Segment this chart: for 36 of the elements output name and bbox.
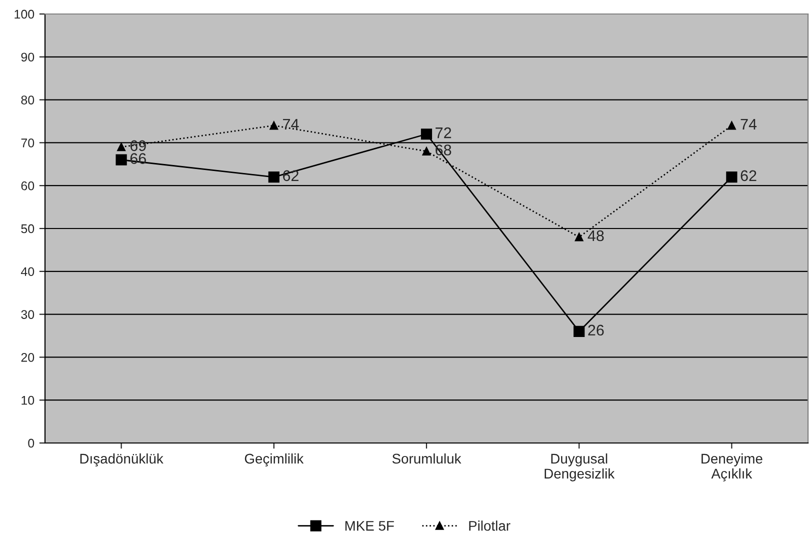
point [574, 232, 584, 242]
y-tick-label: 90 [21, 52, 34, 62]
point [574, 326, 585, 338]
data-label: 62 [740, 170, 756, 182]
point [117, 142, 126, 152]
data-label: 74 [283, 118, 299, 130]
data-label: 69 [130, 140, 146, 152]
legend-label: MKE 5F [345, 521, 394, 531]
x-tick-label: Duygusal Dengesizlik [544, 453, 615, 482]
y-tick-label: 10 [22, 396, 34, 405]
legend-label: Pilotlar [469, 520, 510, 531]
point [116, 154, 127, 166]
y-tick-label: 50 [21, 224, 34, 234]
point [726, 171, 738, 183]
data-label: 74 [740, 118, 757, 130]
y-tick-label: 20 [21, 353, 34, 362]
y-tick-label: 30 [21, 310, 34, 319]
data-label: 72 [436, 127, 452, 138]
x-tick-label: Dışadönüklük [80, 453, 164, 466]
y-tick-label: 80 [21, 96, 34, 104]
data-label: 62 [283, 170, 298, 182]
x-tick-label: Geçimlilik [244, 453, 304, 466]
y-tick-label: 60 [21, 181, 34, 190]
x-tick-label: Sorumluluk [392, 453, 462, 464]
point [422, 147, 431, 156]
y-tick-label: 70 [21, 138, 34, 148]
y-tick-label: 0 [28, 438, 34, 448]
y-tick-label: 40 [20, 267, 34, 276]
x-tick-label: Deneyime Açıklık [702, 453, 762, 482]
point [728, 121, 736, 130]
data-label: 26 [588, 324, 604, 336]
point [270, 121, 278, 130]
point [268, 171, 280, 183]
point [420, 128, 432, 140]
data-label: 48 [588, 230, 604, 242]
y-tick-label: 100 [14, 10, 34, 19]
